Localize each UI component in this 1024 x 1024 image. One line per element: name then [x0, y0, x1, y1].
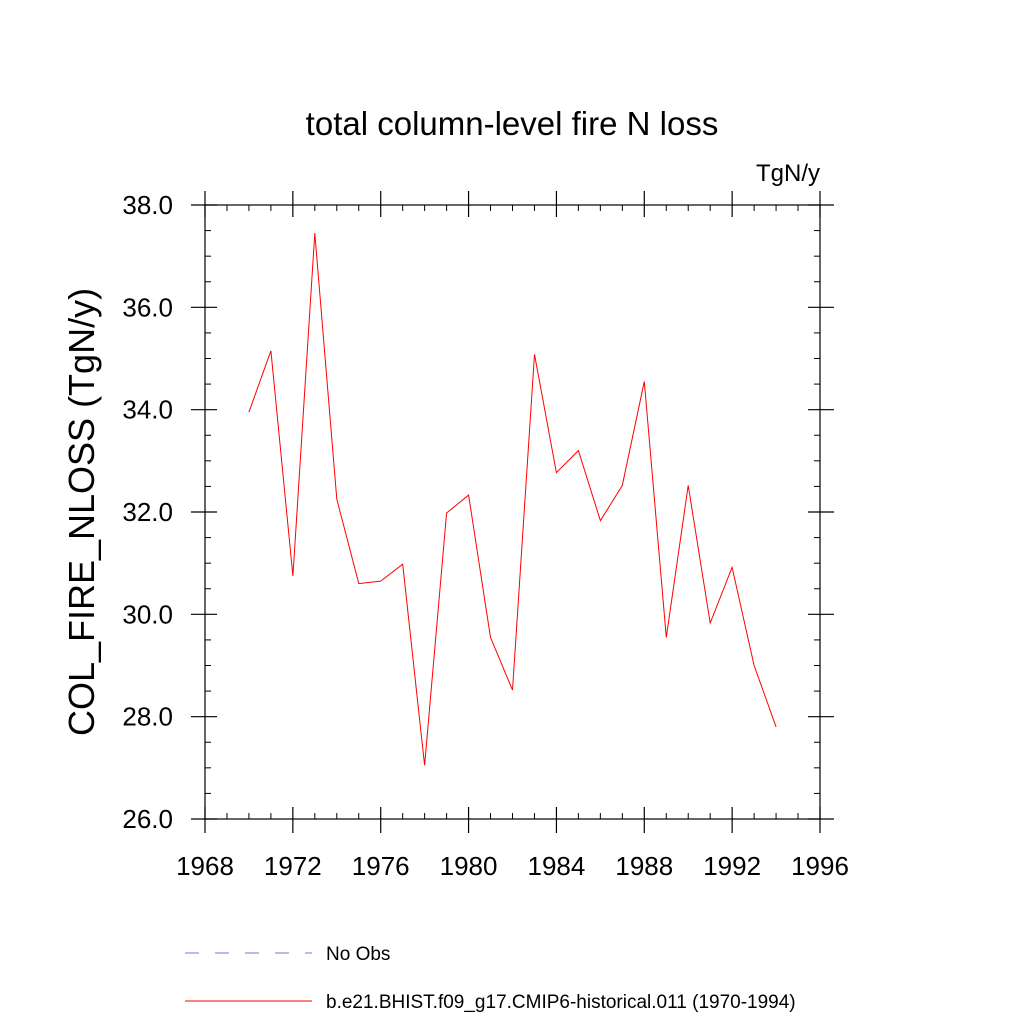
legend: No Obs b.e21.BHIST.f09_g17.CMIP6-histori…: [185, 944, 796, 1013]
minor-ticks: [205, 205, 820, 819]
y-tick-labels: 26.0 28.0 30.0 32.0 34.0 36.0 38.0: [122, 190, 173, 834]
series-line: [248, 233, 777, 766]
legend-label-no-obs: No Obs: [326, 944, 390, 965]
y-tick-label: 34.0: [122, 395, 173, 425]
x-tick-label: 1968: [176, 851, 234, 881]
x-tick-label: 1992: [703, 851, 761, 881]
x-tick-label: 1976: [352, 851, 410, 881]
legend-label-historical: b.e21.BHIST.f09_g17.CMIP6-historical.011…: [326, 992, 796, 1013]
x-tick-label: 1980: [440, 851, 498, 881]
series-lines: [248, 233, 777, 766]
x-tick-labels: 1968 1972 1976 1980 1984 1988 1992 1996: [176, 851, 849, 881]
chart-title: total column-level fire N loss: [306, 105, 719, 142]
x-tick-label: 1996: [791, 851, 849, 881]
units-label: TgN/y: [756, 160, 820, 187]
y-tick-label: 38.0: [122, 190, 173, 220]
y-tick-label: 36.0: [122, 292, 173, 322]
y-axis-title: COL_FIRE_NLOSS (TgN/y): [61, 288, 102, 736]
y-tick-label: 30.0: [122, 599, 173, 629]
plot-frame: [204, 204, 821, 820]
x-tick-label: 1988: [615, 851, 673, 881]
y-tick-label: 28.0: [122, 702, 173, 732]
y-tick-label: 32.0: [122, 497, 173, 527]
major-ticks: [191, 191, 834, 833]
x-tick-label: 1984: [528, 851, 586, 881]
y-tick-label: 26.0: [122, 804, 173, 834]
x-tick-label: 1972: [264, 851, 322, 881]
